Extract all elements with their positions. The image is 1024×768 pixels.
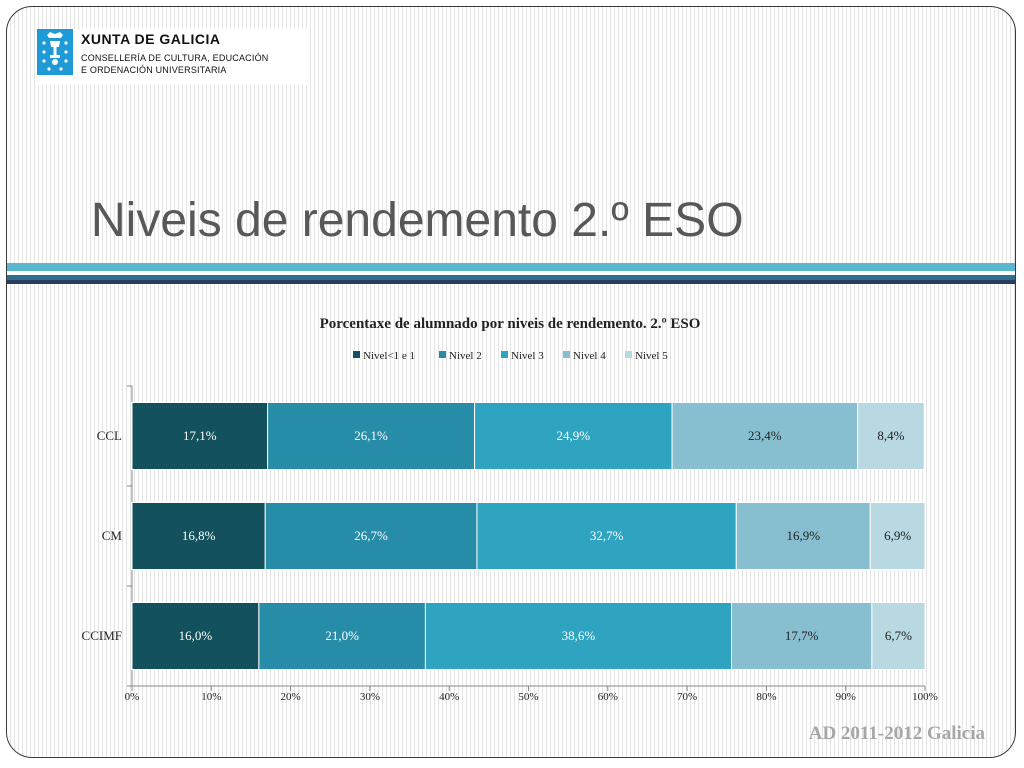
legend-label: Nivel 5 (635, 350, 668, 362)
x-tick-label: 50% (518, 691, 538, 703)
chart-title: Porcentaxe de alumnado por niveis de ren… (320, 316, 701, 332)
xunta-logo: XUNTA DE GALICIA CONSELLERÍA DE CULTURA,… (37, 29, 307, 85)
bar-segment (424, 602, 733, 670)
bar-data-label: 21,0% (325, 628, 359, 643)
x-tick-label: 30% (360, 691, 380, 703)
bar-data-label: 32,7% (590, 528, 624, 543)
y-category-label: CCL (97, 428, 122, 443)
bar-data-label: 8,4% (877, 428, 904, 443)
bar-segment (476, 502, 737, 570)
bar-segment (267, 402, 476, 470)
bar-data-label: 16,0% (179, 628, 213, 643)
legend-swatch (501, 351, 508, 358)
legend-label: Nivel 2 (449, 350, 482, 362)
logo-name: XUNTA DE GALICIA (81, 31, 221, 47)
x-tick-label: 40% (439, 691, 459, 703)
y-category-label: CCIMF (82, 628, 122, 643)
bar-segment (474, 402, 673, 470)
bar-segment (258, 602, 426, 670)
x-tick-label: 80% (756, 691, 776, 703)
title-divider-band-dark (7, 275, 1015, 280)
y-category-label: CM (102, 528, 123, 543)
bar-segment (735, 502, 871, 570)
x-tick-label: 10% (201, 691, 221, 703)
bar-segment (264, 502, 478, 570)
bar-data-label: 6,9% (884, 528, 911, 543)
bar-data-label: 17,7% (785, 628, 819, 643)
bar-segment (857, 402, 925, 470)
legend-swatch (563, 351, 570, 358)
bar-data-label: 26,7% (354, 528, 388, 543)
bar-data-label: 16,9% (786, 528, 820, 543)
bar-segment (131, 402, 269, 470)
bar-data-label: 38,6% (562, 628, 596, 643)
y-axis-labels: CCL CM CCIMF (82, 428, 123, 643)
x-tick-label: 90% (836, 691, 856, 703)
title-divider-band (7, 263, 1015, 271)
bar-segment (131, 502, 266, 570)
title-divider-band-navy (7, 280, 1015, 284)
bar-data-label: 23,4% (748, 428, 782, 443)
bar-segment (671, 402, 859, 470)
bar-segment (869, 502, 926, 570)
slide: XUNTA DE GALICIA CONSELLERÍA DE CULTURA,… (6, 6, 1016, 758)
x-tick-label: 100% (912, 691, 938, 703)
legend-swatch (353, 351, 360, 358)
bar-segment (731, 602, 873, 670)
logo-subtitle-line2: E ORDENACIÓN UNIVERSITARIA (81, 65, 227, 75)
chart-legend: Nivel<1 e 1 Nivel 2 Nivel 3 Nivel 4 Nivel 5 (353, 350, 668, 362)
x-tick-label: 0% (125, 691, 140, 703)
bar-data-label: 16,8% (182, 528, 216, 543)
bar-data-label: 26,1% (354, 428, 388, 443)
legend-label: Nivel 4 (573, 350, 606, 362)
bar-data-label: 24,9% (557, 428, 591, 443)
legend-swatch (625, 351, 632, 358)
legend-label: Nivel 3 (511, 350, 544, 362)
x-axis-ticks: 0% 10% 20% 30% 40% 50% 60% 70% 80% 90% 100% (125, 691, 938, 703)
chart-bars: 17,1% 26,1% 24,9% 23,4% 8,4% 16,8% 26,7% 32,7% 1… (131, 402, 926, 670)
title-divider-gap (7, 271, 1015, 275)
bar-segment (871, 602, 926, 670)
logo-subtitle-line1: CONSELLERÍA DE CULTURA, EDUCACIÓN (81, 53, 269, 63)
galicia-coat-of-arms-icon (37, 29, 73, 75)
legend-swatch (439, 351, 446, 358)
legend-label: Nivel<1 e 1 (363, 350, 415, 362)
bar-data-label: 6,7% (885, 628, 912, 643)
x-tick-label: 20% (281, 691, 301, 703)
footer-text: AD 2011-2012 Galicia (808, 723, 985, 744)
bar-data-label: 17,1% (183, 428, 217, 443)
x-tick-label: 70% (677, 691, 697, 703)
slide-title: Niveis de rendemento 2.º ESO (91, 194, 744, 247)
x-tick-label: 60% (598, 691, 618, 703)
